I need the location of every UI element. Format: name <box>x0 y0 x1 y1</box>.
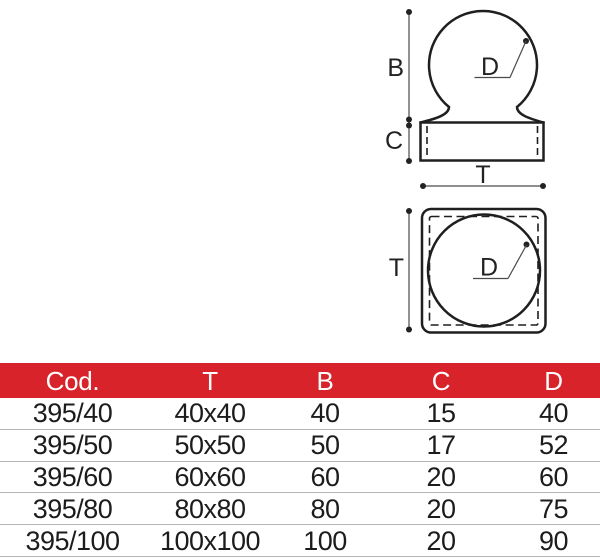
base-collar-rect <box>419 121 545 162</box>
cell-b: 80 <box>310 493 340 524</box>
cell-cod: 395/50 <box>32 430 113 461</box>
cell-d: 90 <box>538 525 569 556</box>
cell-d: 40 <box>538 398 569 429</box>
cell-t: 40x40 <box>174 398 246 429</box>
cell-c: 17 <box>426 430 456 461</box>
cell-d: 52 <box>538 430 569 461</box>
table-row: 395/40 40x40 40 15 40 <box>0 398 600 430</box>
dim-dot <box>406 116 412 123</box>
cell-c: 20 <box>426 493 456 524</box>
dim-dot <box>406 158 412 164</box>
outer-square-outline <box>420 207 547 334</box>
header-c: C <box>431 366 451 396</box>
spec-table: Cod. T B C D 395/40 40x40 40 15 40 395/5… <box>0 363 600 557</box>
ball-outline <box>419 9 545 124</box>
cell-b: 100 <box>303 525 347 556</box>
label-d-side: D <box>481 53 499 81</box>
dim-dot <box>406 9 412 15</box>
leader-dot <box>523 241 530 248</box>
cell-t: 80x80 <box>174 493 246 524</box>
cell-cod: 395/40 <box>32 398 113 429</box>
header-d: D <box>544 366 563 396</box>
ball-cap-drawing: B C D T <box>385 9 547 334</box>
dim-dot <box>406 326 412 333</box>
cell-cod: 395/100 <box>25 525 120 556</box>
cell-c: 20 <box>426 525 456 556</box>
hidden-inner-square <box>428 215 539 326</box>
label-d-top: D <box>480 254 498 282</box>
cell-c: 20 <box>426 461 456 492</box>
dim-dot <box>406 122 412 129</box>
cell-cod: 395/80 <box>32 493 113 524</box>
ball-circle-top <box>426 213 542 328</box>
header-b: B <box>316 366 334 396</box>
dim-dot <box>420 183 426 189</box>
technical-drawing-area: B C D T <box>385 9 547 334</box>
table-row: 395/60 60x60 60 20 60 <box>0 462 600 494</box>
cell-d: 75 <box>538 493 569 524</box>
label-b: B <box>387 54 404 82</box>
dim-dot <box>540 183 546 189</box>
cell-b: 60 <box>310 461 340 492</box>
table-row: 395/100 100x100 100 20 90 <box>0 525 600 557</box>
label-c: C <box>385 127 403 155</box>
table-row: 395/50 50x50 50 17 52 <box>0 430 600 462</box>
dim-dot <box>406 208 412 214</box>
side-view-diagram: B C D T <box>385 9 546 189</box>
cell-d: 60 <box>538 461 569 492</box>
cell-b: 40 <box>310 398 340 429</box>
table-header-row: Cod. T B C D <box>0 363 600 398</box>
cell-t: 50x50 <box>174 430 246 461</box>
leader-line <box>507 244 528 279</box>
top-view-diagram: T D <box>389 207 547 334</box>
label-t-top: T <box>389 254 404 282</box>
table-body: 395/40 40x40 40 15 40 395/50 50x50 50 17… <box>0 398 600 557</box>
cell-t: 60x60 <box>174 461 246 492</box>
label-t-side: T <box>475 161 490 189</box>
header-cod: Cod. <box>45 366 100 396</box>
cell-cod: 395/60 <box>32 461 113 492</box>
header-t: T <box>202 366 218 396</box>
leader-line <box>509 40 527 78</box>
cell-c: 15 <box>426 398 456 429</box>
cell-t: 100x100 <box>159 525 261 556</box>
cell-b: 50 <box>310 430 340 461</box>
table-row: 395/80 80x80 80 20 75 <box>0 493 600 526</box>
